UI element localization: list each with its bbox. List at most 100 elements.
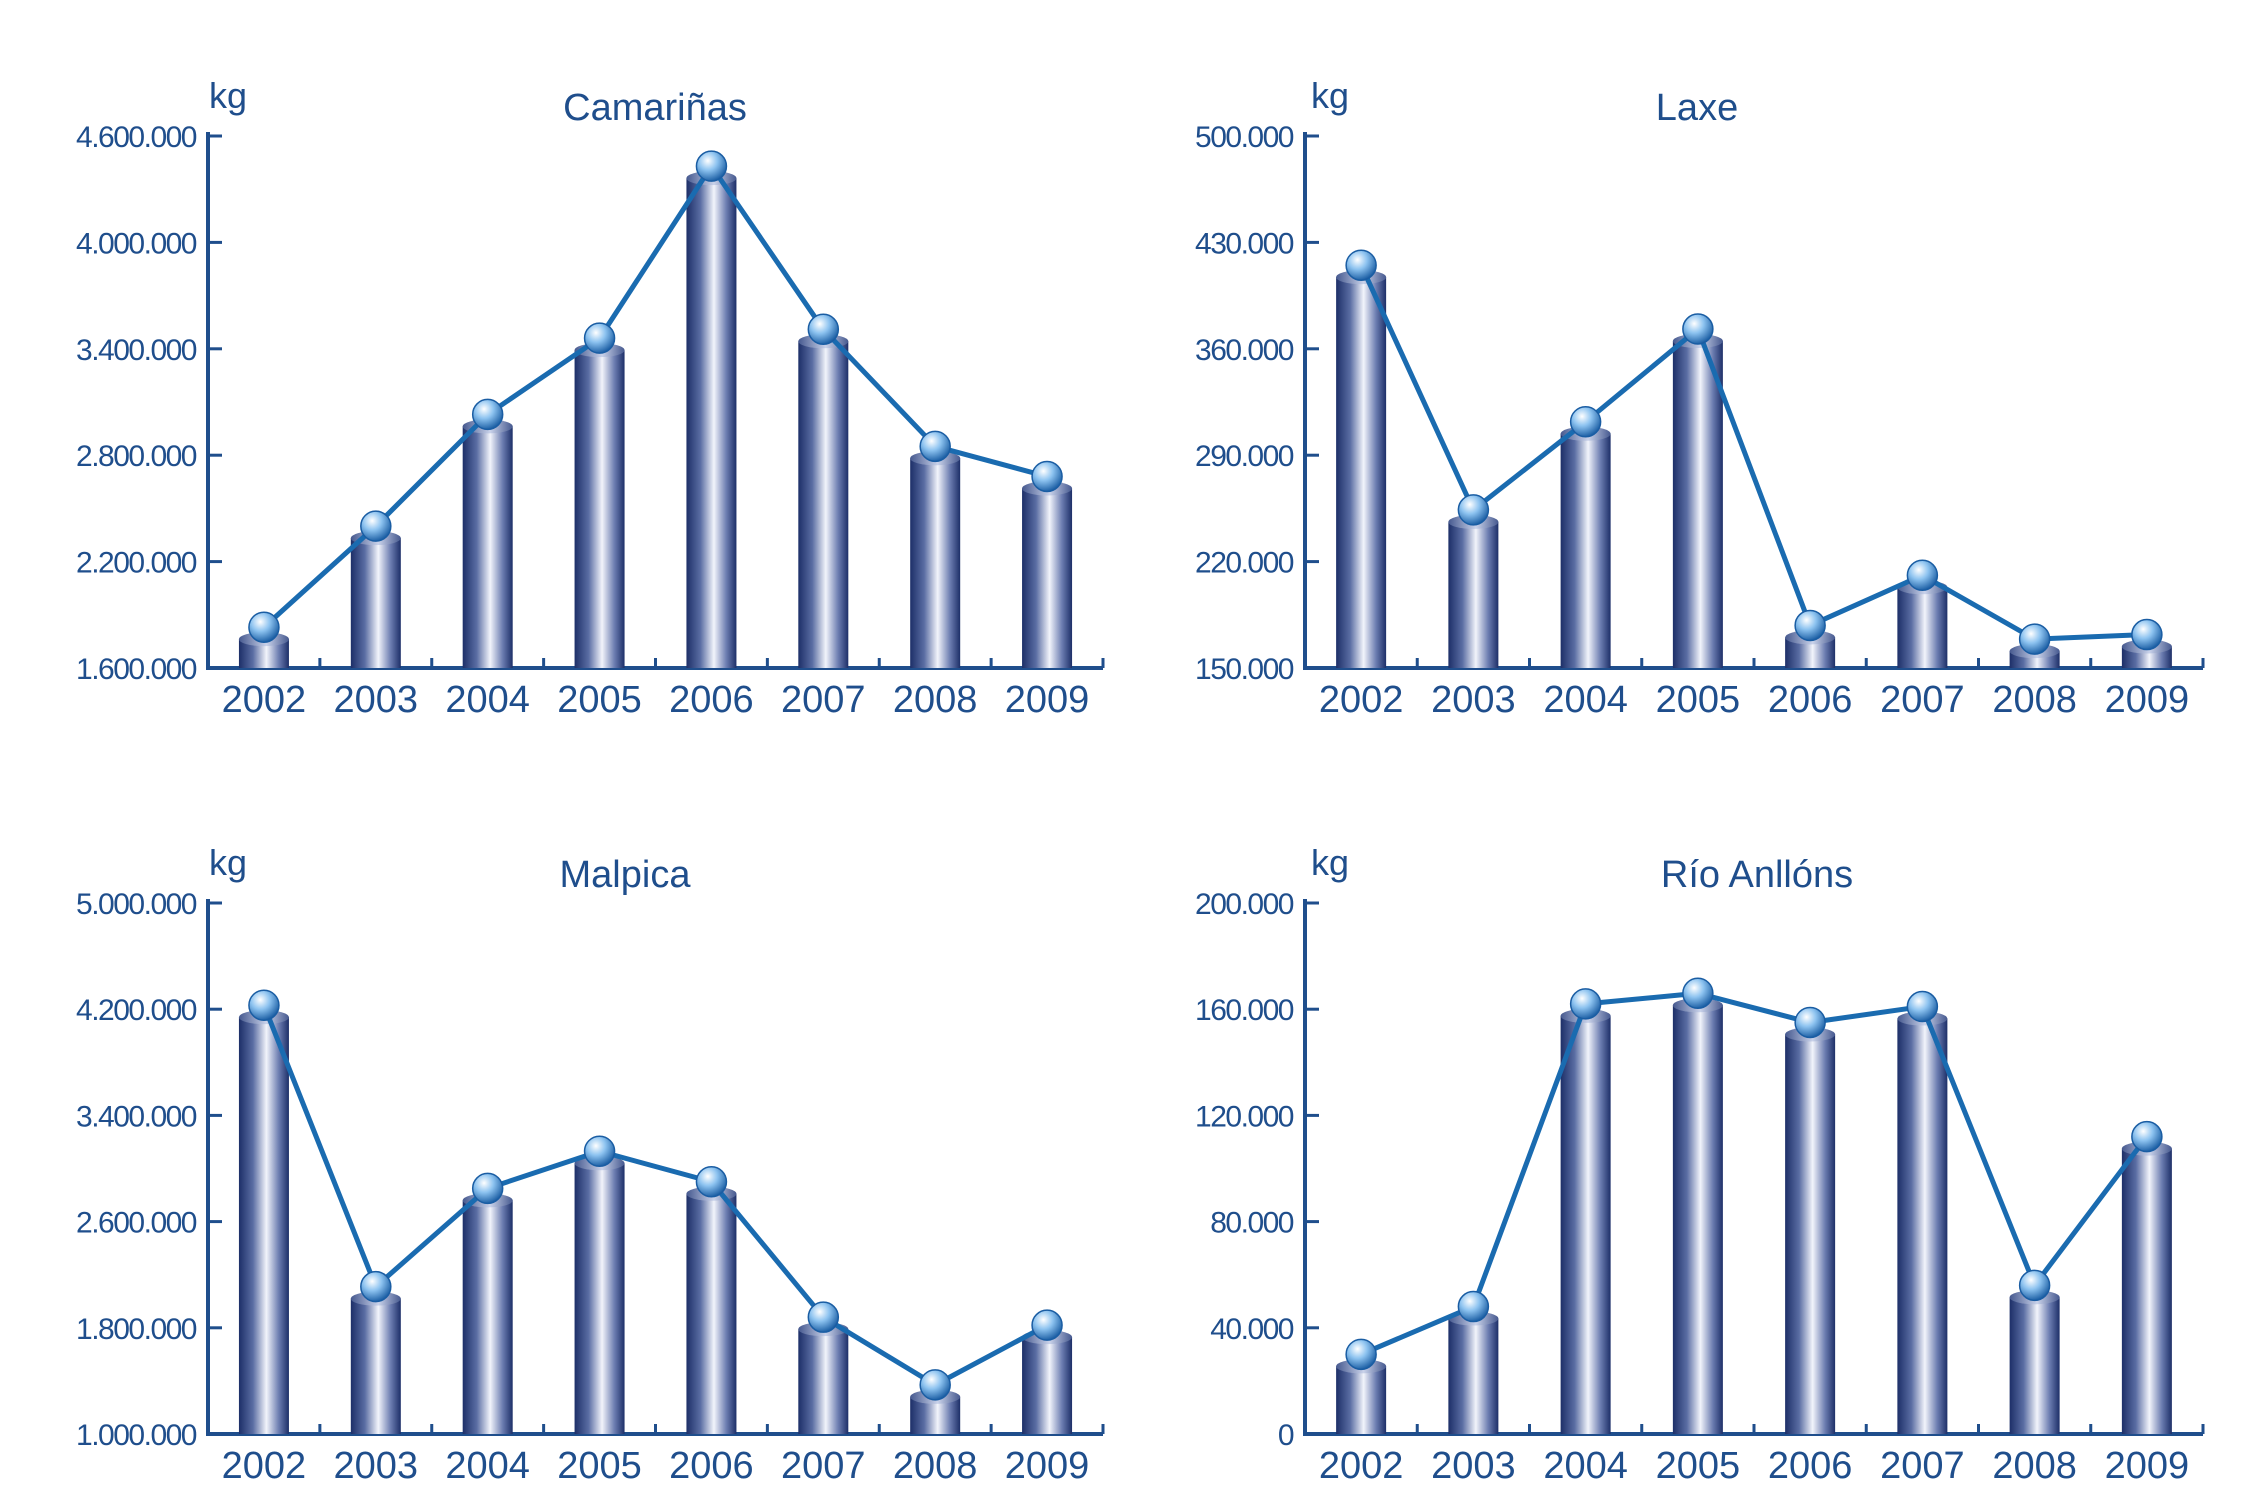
y-tick-label: 1.800.000 [76,1313,197,1346]
x-tick-label: 2007 [781,679,866,721]
y-tick-label: 4.000.000 [76,227,197,260]
x-tick-label: 2008 [893,679,978,721]
bar-2002 [238,1017,289,1434]
y-tick-label: 160.000 [1195,994,1294,1027]
y-tick-label: 120.000 [1195,1100,1294,1133]
y-tick-label: 2.800.000 [76,440,197,473]
chart-panel-2: Laxe kg 150.000 220.000 290.000 360.000 430.00… [1195,75,2205,721]
series-line [1358,264,2147,642]
x-tick-label: 2004 [445,679,530,721]
x-tick-label: 2007 [1880,679,1965,721]
y-tick-label: 360.000 [1195,334,1294,367]
data-point-2002 [248,611,280,643]
y-tick-label: 200.000 [1195,888,1294,921]
chart-title: Malpica [560,854,692,896]
x-tick-label: 2003 [1431,1445,1516,1487]
bar-2007 [798,1329,849,1434]
data-point-2005 [583,1135,616,1167]
data-point-2007 [807,313,840,346]
y-tick-label: 40.000 [1210,1313,1294,1346]
series-line [1360,990,2149,1357]
data-point-2006 [1794,1006,1826,1039]
data-point-2007 [1906,990,1939,1023]
x-tick-label: 2004 [1543,679,1628,721]
y-tick-label: 3.400.000 [76,334,197,367]
bar-2005 [1672,1005,1723,1434]
y-tick-label: 1.000.000 [76,1419,197,1452]
data-point-2002 [1345,249,1377,281]
bar-2005 [574,1163,625,1434]
y-tick-label: 1.600.000 [76,653,197,686]
data-point-2004 [471,1172,504,1205]
data-point-2002 [1345,1338,1377,1371]
y-tick-label: 220.000 [1195,547,1294,580]
x-tick-label: 2002 [222,679,307,721]
bar-2007 [798,341,849,668]
bar-2004 [1560,433,1611,668]
data-point-2005 [1682,313,1714,345]
x-tick-label: 2006 [669,679,754,721]
data-point-2009 [2131,618,2163,651]
x-tick-label: 2002 [1319,679,1404,721]
bar-2003 [350,1298,401,1434]
bar-2003 [350,538,401,668]
data-point-2005 [583,322,616,354]
x-tick-label: 2003 [1431,679,1516,721]
y-axis-unit-label: kg [1311,75,1349,116]
x-tick-label: 2007 [1880,1445,1965,1487]
x-tick-label: 2005 [557,1445,642,1487]
data-point-2008 [2018,623,2051,655]
y-axis-unit-label: kg [209,842,247,883]
data-point-2004 [1569,406,1602,438]
data-point-2007 [1906,559,1939,592]
chart-title: Río Anllóns [1661,854,1853,896]
y-tick-label: 4.200.000 [76,994,197,1027]
x-tick-label: 2009 [1005,679,1090,721]
data-point-2007 [807,1301,840,1333]
data-point-2003 [360,1270,392,1303]
series-line [261,1004,1049,1388]
bar-2008 [2009,1297,2060,1434]
x-tick-label: 2007 [781,1445,866,1487]
x-tick-label: 2008 [893,1445,978,1487]
x-tick-label: 2005 [1656,679,1741,721]
bar-2009 [1022,1337,1073,1434]
bar-2003 [1448,1318,1499,1434]
data-point-2005 [1682,977,1714,1010]
data-point-2003 [360,510,392,542]
bar-2002 [1336,277,1387,668]
y-tick-label: 500.000 [1195,121,1294,154]
bar-2009 [1022,488,1073,668]
x-tick-label: 2006 [1768,679,1853,721]
y-axis-unit-label: kg [209,75,247,116]
x-tick-label: 2006 [1768,1445,1853,1487]
chart-panel-3: Malpica kg 1.000.000 1.800.000 2.600.000 3.40… [76,842,1105,1487]
bar-2008 [910,458,961,668]
bar-2007 [1897,1018,1948,1434]
data-point-2002 [248,989,280,1021]
bar-2003 [1448,521,1499,668]
y-tick-label: 290.000 [1195,440,1294,473]
y-tick-label: 5.000.000 [76,888,197,921]
y-tick-label: 2.600.000 [76,1207,197,1240]
data-point-2009 [1031,1309,1063,1341]
chart-panel-4: Río Anllóns kg 0 40.000 80.000 120.000 160.000… [1195,842,2205,1487]
chart-title: Camariñas [563,87,747,129]
data-point-2009 [2131,1120,2163,1153]
bar-2004 [462,1200,513,1434]
data-point-2008 [919,430,951,463]
y-tick-label: 0 [1278,1419,1294,1452]
x-tick-label: 2002 [222,1445,307,1487]
bar-2006 [1785,1034,1836,1434]
chart-title: Laxe [1656,87,1738,129]
data-point-2006 [695,1166,728,1198]
y-tick-label: 2.200.000 [76,547,197,580]
y-tick-label: 150.000 [1195,653,1294,686]
bar-2002 [1336,1366,1387,1434]
data-point-2008 [919,1369,951,1401]
data-point-2009 [1031,460,1063,493]
x-tick-label: 2004 [445,1445,530,1487]
x-tick-label: 2009 [2105,1445,2190,1487]
bar-2004 [462,426,513,668]
